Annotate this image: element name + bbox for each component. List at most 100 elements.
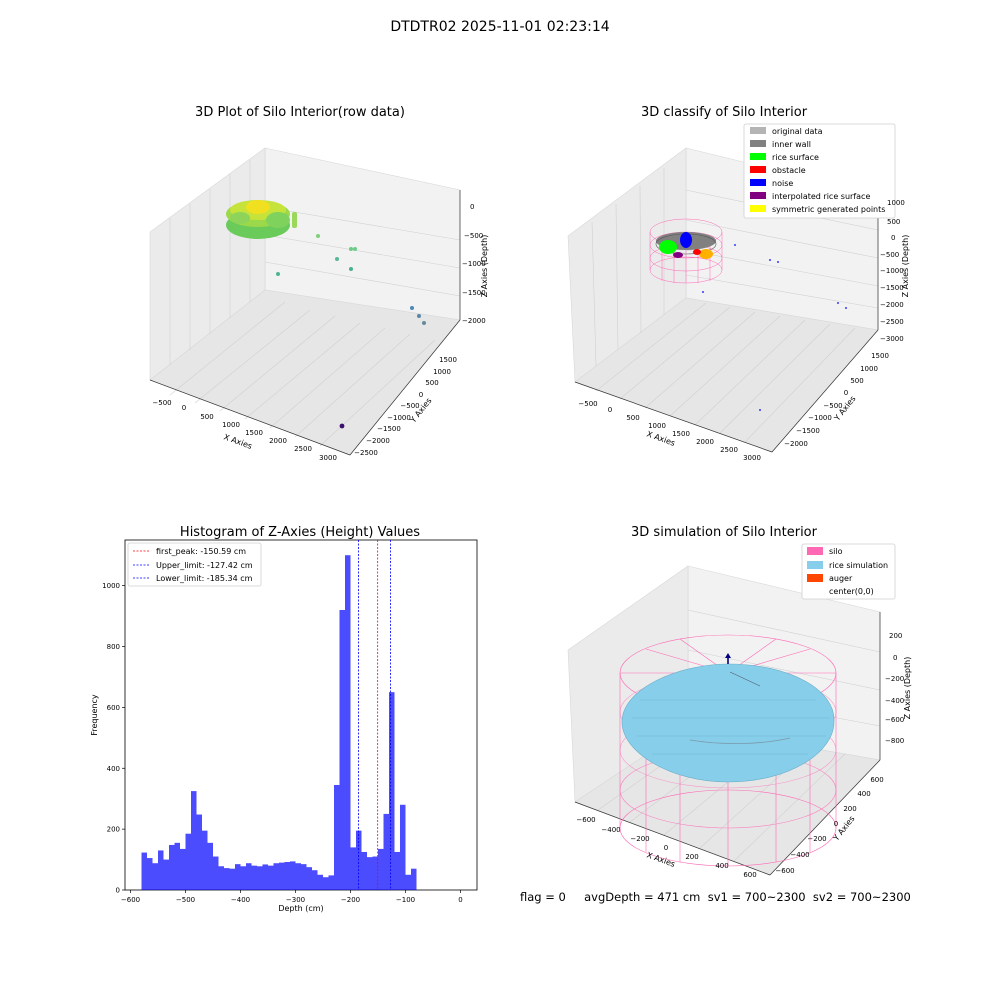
svg-text:−600: −600: [576, 816, 595, 824]
sim-gridlines: [597, 609, 881, 862]
y-tick-label: 200: [107, 826, 120, 834]
svg-text:−1000: −1000: [462, 260, 486, 268]
svg-text:1000: 1000: [648, 422, 666, 430]
histogram-bar: [202, 830, 208, 890]
histogram-bar: [169, 844, 175, 890]
svg-text:−600: −600: [775, 867, 794, 875]
svg-text:−1000: −1000: [387, 414, 411, 422]
raw-z-label: Z Axies (Depth): [480, 235, 489, 298]
svg-text:−2500: −2500: [880, 318, 904, 326]
svg-text:−1500: −1500: [880, 284, 904, 292]
histogram-bar: [389, 692, 395, 890]
histogram-bar: [268, 865, 274, 890]
svg-text:obstacle: obstacle: [772, 166, 806, 175]
classify-x-ticks: −500 0 500 1000 1500 2000 2500 3000: [578, 400, 761, 462]
simulation-panel: 3D simulation of Silo Interior: [567, 525, 912, 879]
svg-text:noise: noise: [772, 179, 793, 188]
legend-swatch-inner-wall: [750, 140, 766, 147]
legend-lower-limit: Lower_limit: -185.34 cm: [156, 574, 253, 583]
svg-text:400: 400: [715, 862, 728, 870]
svg-text:silo: silo: [829, 547, 843, 556]
histogram-bar: [334, 785, 340, 890]
x-tick-label: −600: [121, 896, 140, 904]
histogram-bar: [158, 850, 164, 890]
legend-swatch-interpolated: [750, 192, 766, 199]
svg-text:−600: −600: [885, 716, 904, 724]
histogram-bar: [273, 863, 279, 890]
sim-y-ticks: 600 400 200 0 −200 −400 −600: [775, 776, 883, 875]
histogram-bar: [317, 874, 323, 890]
svg-text:−400: −400: [601, 826, 620, 834]
svg-text:0: 0: [664, 844, 668, 852]
svg-text:−1500: −1500: [796, 427, 820, 435]
classify-panel: 3D classify of Silo Interior: [567, 105, 910, 462]
x-tick-label: −100: [396, 896, 415, 904]
histogram-bar: [185, 833, 191, 890]
svg-text:500: 500: [626, 414, 639, 422]
histogram-bar: [361, 851, 367, 890]
svg-text:−400: −400: [790, 851, 809, 859]
svg-text:600: 600: [743, 871, 756, 879]
histogram-bar: [378, 848, 384, 890]
histogram-bars: [141, 555, 417, 890]
svg-text:−2500: −2500: [354, 449, 378, 457]
svg-text:0: 0: [470, 203, 474, 211]
svg-text:0: 0: [891, 234, 895, 242]
classify-legend: original data inner wall rice surface ob…: [743, 123, 896, 219]
svg-text:500: 500: [850, 377, 863, 385]
svg-text:0: 0: [608, 406, 612, 414]
svg-text:−200: −200: [885, 675, 904, 683]
svg-text:−800: −800: [885, 737, 904, 745]
histogram-bar: [147, 858, 153, 890]
raw-axis-x: [149, 379, 351, 456]
histogram-bar: [180, 848, 186, 890]
svg-text:−200: −200: [630, 835, 649, 843]
legend-swatch-obstacle: [750, 166, 766, 173]
svg-text:−2000: −2000: [784, 440, 808, 448]
svg-text:2000: 2000: [269, 437, 287, 445]
y-tick-label: 400: [107, 765, 120, 773]
sim-rice-surface: [621, 663, 835, 783]
legend-swatch-auger: [807, 574, 823, 582]
histogram-bar: [290, 861, 296, 890]
x-tick-label: 0: [458, 896, 462, 904]
y-tick-label: 600: [107, 704, 120, 712]
classify-point-cloud: [655, 232, 847, 411]
svg-text:−1500: −1500: [377, 425, 401, 433]
histogram-bar: [394, 851, 400, 890]
svg-text:500: 500: [200, 413, 213, 421]
histogram-bar: [411, 868, 417, 890]
histogram-bar: [251, 865, 257, 890]
raw-title: 3D Plot of Silo Interior(row data): [195, 105, 405, 120]
raw-z-ticks: 0 −500 −1000 −1500 −2000: [462, 203, 486, 325]
histogram-bar: [301, 864, 307, 890]
sim-x-ticks: −600 −400 −200 0 200 400 600: [576, 816, 756, 879]
x-tick-label: −300: [286, 896, 305, 904]
histogram-bar: [400, 804, 406, 890]
histogram-bar: [174, 842, 180, 890]
legend-swatch-rice-surface: [750, 153, 766, 160]
svg-text:original data: original data: [772, 127, 823, 136]
y-tick-label: 0: [116, 887, 120, 895]
classify-axis-y: [771, 329, 879, 453]
figure-title: DTDTR02 2025-11-01 02:23:14: [390, 19, 609, 35]
histogram-bar: [405, 874, 411, 890]
legend-upper-limit: Upper_limit: -127.42 cm: [156, 561, 253, 570]
svg-text:rice surface: rice surface: [772, 153, 819, 162]
svg-text:0: 0: [419, 391, 423, 399]
sim-axis-y: [769, 759, 881, 876]
legend-swatch-silo: [807, 547, 823, 555]
raw-y-label: Y Axies: [408, 396, 434, 425]
svg-text:1000: 1000: [433, 368, 451, 376]
histogram-bar: [345, 555, 351, 890]
histogram-bar: [306, 867, 312, 890]
svg-text:−3000: −3000: [880, 335, 904, 343]
histogram-x-ticks: −600 −500 −400 −300 −200 −100 0: [121, 890, 463, 904]
sim-center-marker: [725, 653, 761, 687]
raw-panel: 3D Plot of Silo Interior(row data): [149, 105, 489, 462]
histogram-bar: [284, 862, 290, 890]
status-footer: flag = 0 avgDepth = 471 cm sv1 = 700~230…: [520, 890, 911, 904]
svg-text:−500: −500: [464, 232, 483, 240]
raw-rice-point-cloud: [226, 200, 297, 239]
svg-text:0: 0: [844, 389, 848, 397]
